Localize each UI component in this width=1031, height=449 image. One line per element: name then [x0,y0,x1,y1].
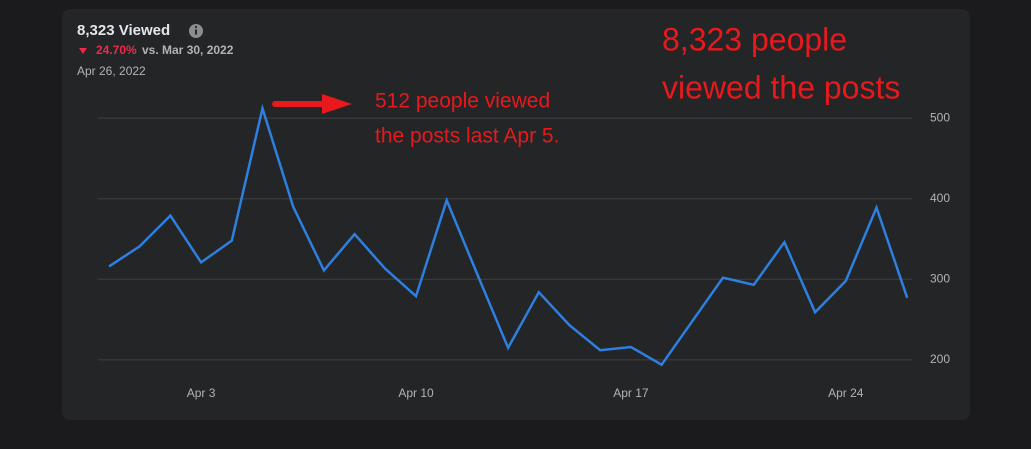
y-tick-label: 400 [930,191,950,205]
plot: 200 300 400 500 Apr 3 Apr 10 Apr 17 Apr 24 [98,103,950,400]
annotation: viewed the posts [662,69,900,105]
info-icon[interactable] [189,24,203,38]
x-tick-label: Apr 24 [828,386,864,400]
annotation: 512 people viewed [375,90,550,113]
info-icon-bar[interactable] [195,29,197,35]
change-arrow [79,48,87,54]
x-tick-label: Apr 17 [613,386,649,400]
x-tick-label: Apr 3 [187,386,216,400]
info-icon-dot[interactable] [194,25,198,29]
annotation: the posts last Apr 5. [375,125,559,148]
line [108,103,909,367]
date: Apr 26, 2022 [77,64,146,78]
chart-title: 8,323 Viewed [77,22,170,39]
arrow-head [322,94,352,114]
y-tick-label: 200 [930,352,950,366]
y-tick-label: 300 [930,271,950,285]
x-tick-label: Apr 10 [398,386,434,400]
y-tick-label: 500 [930,110,950,124]
change-value: 24.70% [96,43,137,57]
annotation: 8,323 people [662,21,847,57]
arrow [272,94,352,114]
card [62,9,970,420]
comparison: vs. Mar 30, 2022 [142,43,234,57]
